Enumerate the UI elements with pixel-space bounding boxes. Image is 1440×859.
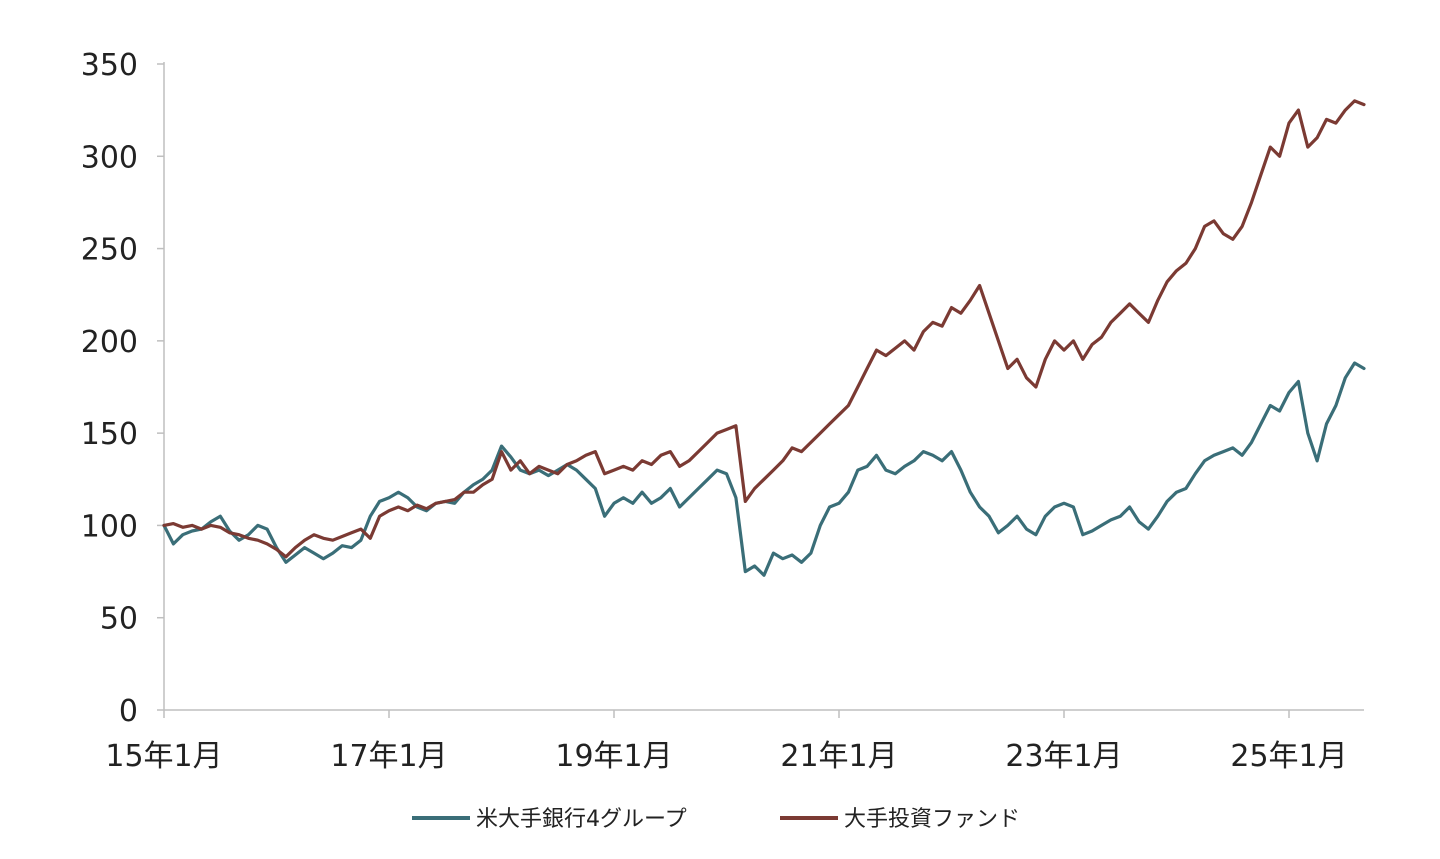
y-tick-label: 300: [81, 140, 138, 175]
legend-label-1: 米大手銀行4グループ: [476, 807, 687, 832]
y-tick-label: 150: [81, 417, 138, 452]
x-tick-label: 19年1月: [555, 739, 672, 774]
x-tick-label: 23年1月: [1005, 739, 1122, 774]
y-tick-label: 350: [81, 48, 138, 83]
y-tick-label: 0: [119, 694, 138, 729]
chart-legend: 米大手銀行4グループ 大手投資ファンド: [412, 807, 1020, 832]
chart-axes: 0 50 100 150 200 250 300 350 15年1月 17年1月 19年1月 21年1…: [81, 48, 1364, 774]
x-tick-label: 15年1月: [105, 739, 222, 774]
x-tick-label: 25年1月: [1230, 739, 1347, 774]
x-tick-label: 17年1月: [330, 739, 447, 774]
y-tick-label: 100: [81, 509, 138, 544]
y-tick-label: 50: [100, 602, 138, 637]
legend-label-2: 大手投資ファンド: [844, 807, 1020, 832]
y-tick-label: 200: [81, 325, 138, 360]
chart-series: [162, 99, 1366, 577]
series-line-2: [162, 99, 1366, 559]
x-tick-label: 21年1月: [780, 739, 897, 774]
series-line-1: [162, 361, 1366, 577]
y-tick-label: 250: [81, 233, 138, 268]
